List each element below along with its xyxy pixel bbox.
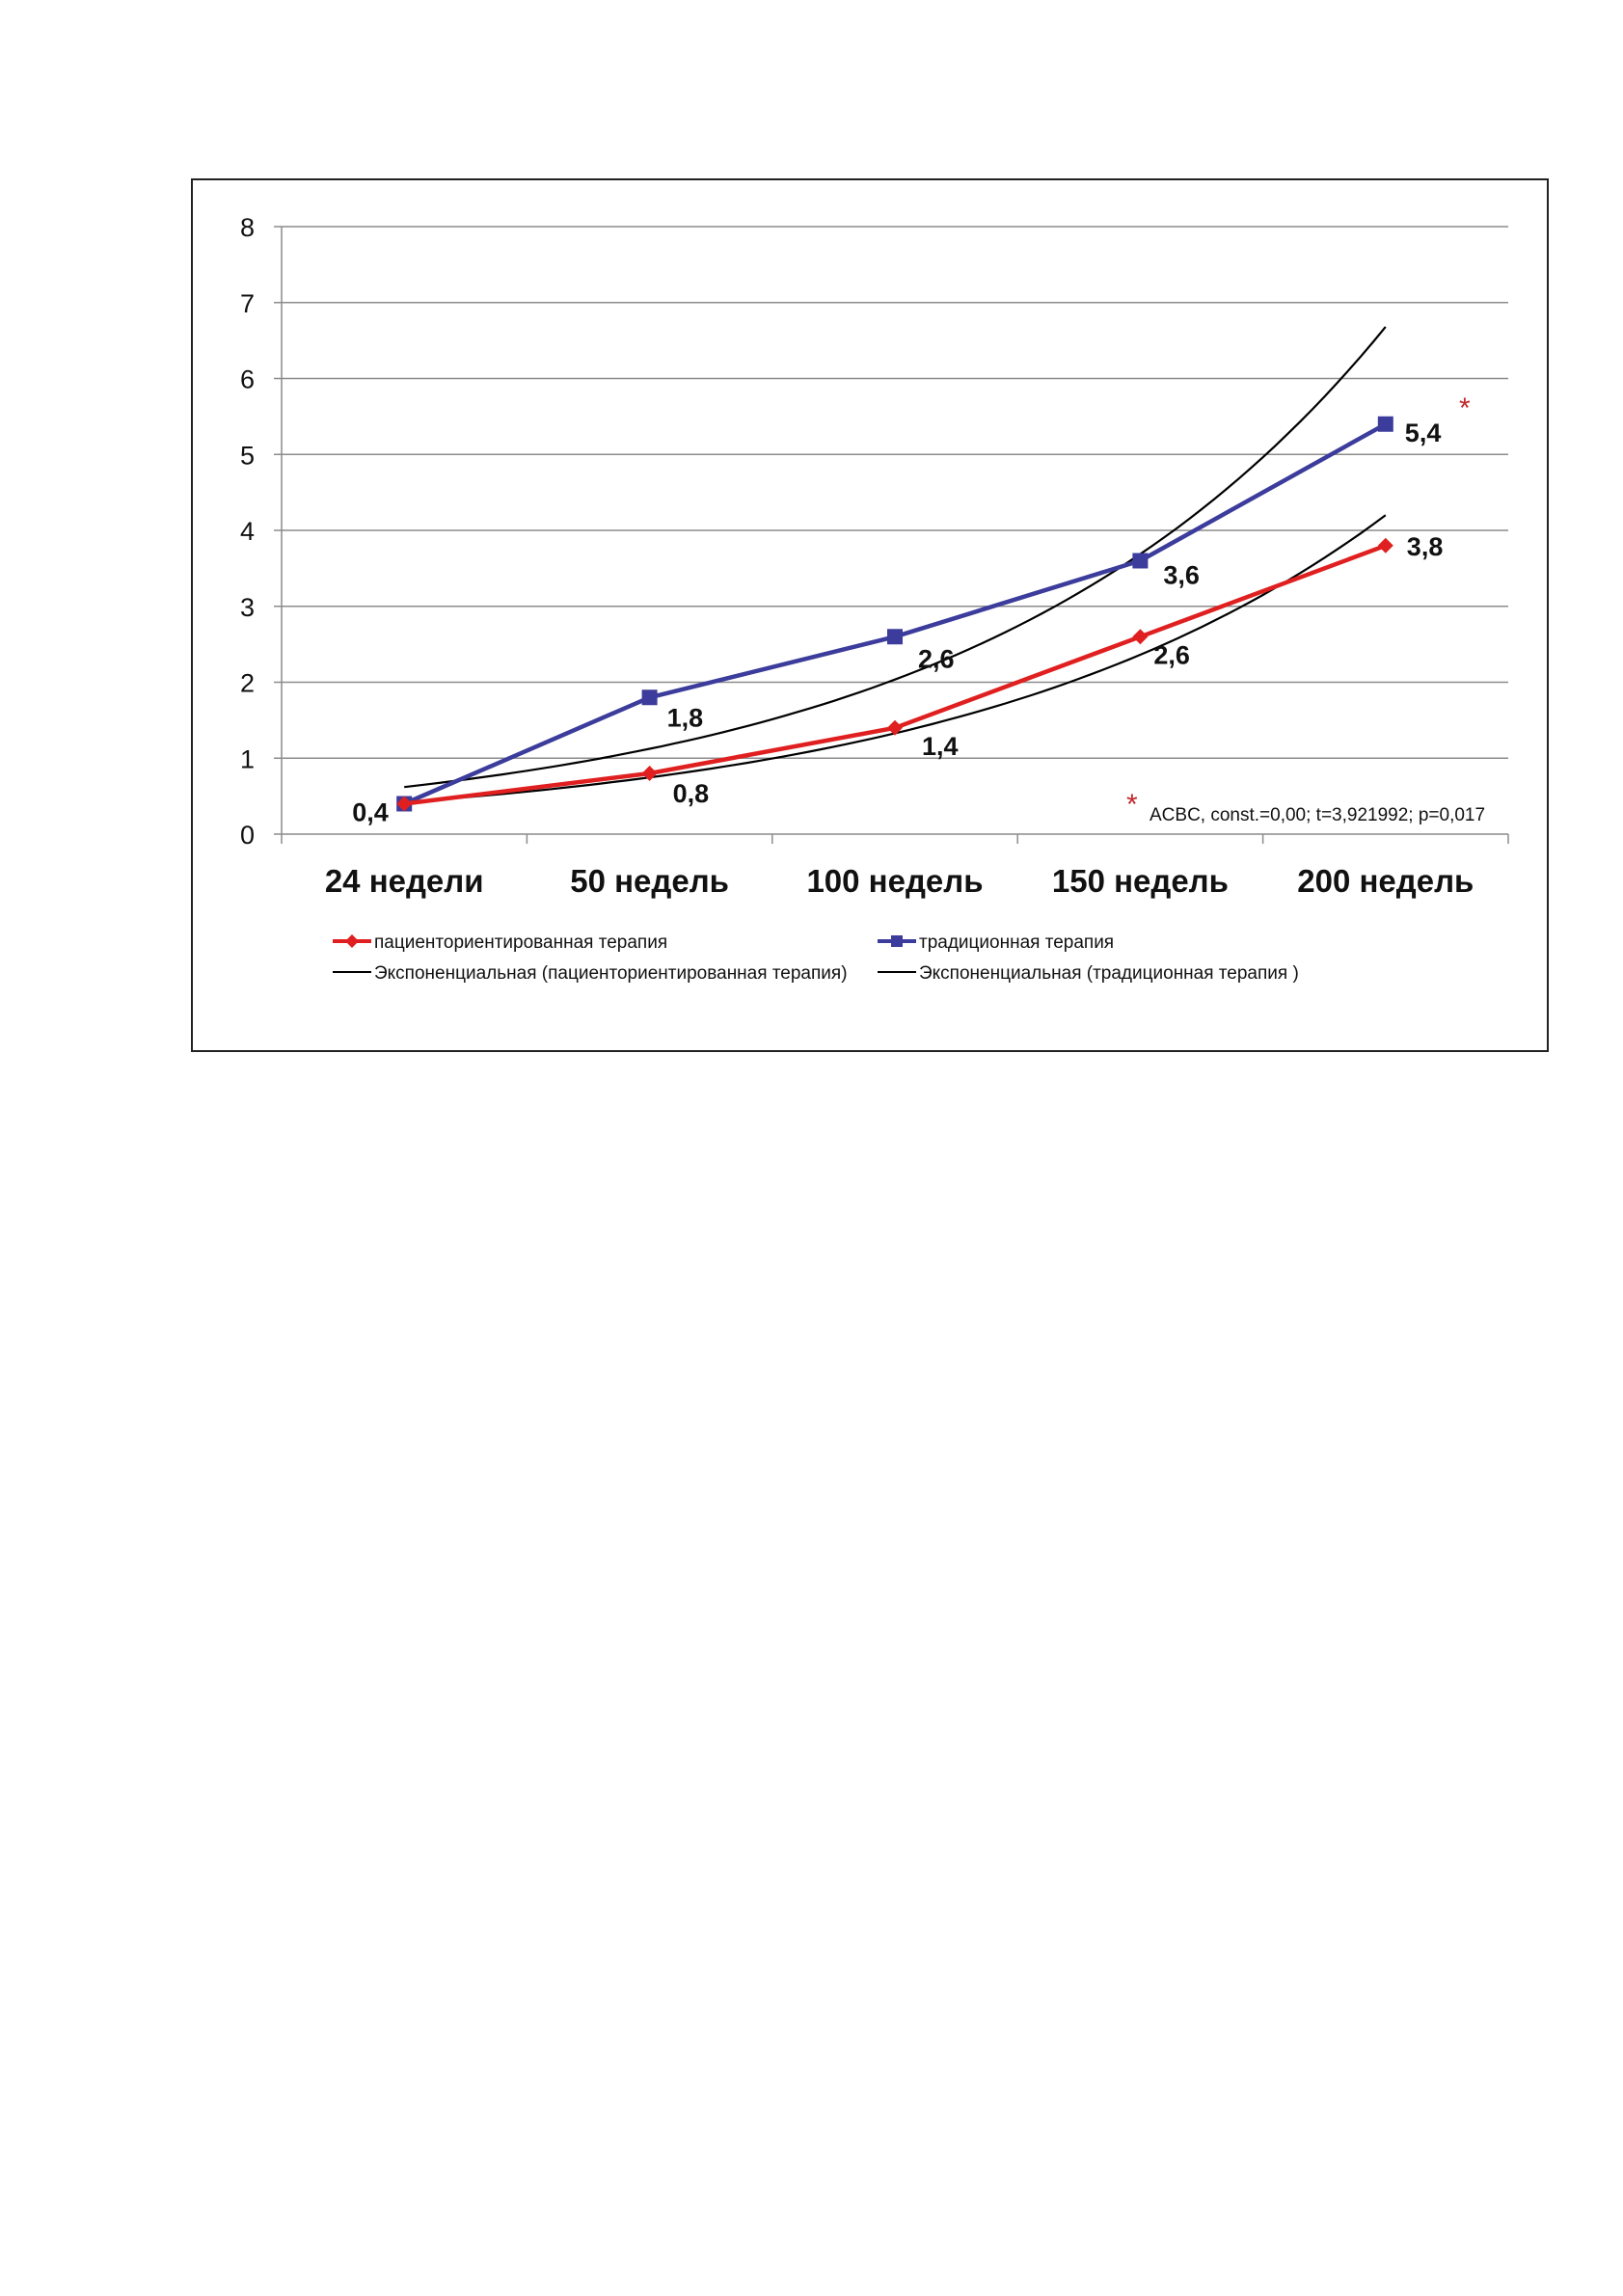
legend-item-traditional: традиционная терапия: [878, 932, 1114, 953]
data-label: 0,8: [673, 779, 710, 808]
data-point-diamond: [1132, 629, 1149, 645]
trendline-patient-oriented: [404, 514, 1387, 803]
data-point-diamond: [641, 766, 658, 781]
data-label: 2,6: [1153, 640, 1190, 669]
legend-label: Экспоненциальная (традиционная терапия ): [919, 963, 1299, 984]
data-point-square: [641, 689, 658, 706]
y-tick-label: 5: [240, 441, 255, 470]
chart-frame: 0 1 2 3 4 5 6 7 8 24 недели 50 недель 100 недель 150…: [191, 178, 1549, 1052]
y-tick-label: 3: [240, 593, 255, 622]
legend-label: пациенториентированная терапия: [374, 932, 667, 953]
data-label: 2,6: [918, 644, 955, 673]
legend-marker-square: [891, 935, 903, 947]
y-tick-label: 8: [240, 213, 255, 242]
series-line-patient-oriented: [403, 543, 1387, 806]
legend-item-trend-traditional: Экспоненциальная (традиционная терапия ): [878, 963, 1299, 984]
legend-label: традиционная терапия: [919, 932, 1114, 953]
legend: пациенториентированная терапия традицион…: [333, 932, 1299, 984]
x-tick-label: 200 недель: [1297, 863, 1474, 899]
series-lines: [396, 416, 1393, 812]
data-point-square: [1377, 416, 1393, 432]
legend-item-trend-patient-oriented: Экспоненциальная (пациенториентированная…: [333, 963, 848, 984]
line-chart: 0 1 2 3 4 5 6 7 8 24 недели 50 недель 100 недель 150…: [240, 213, 1509, 984]
data-point-diamond: [396, 796, 413, 812]
x-tick-label: 150 недель: [1052, 863, 1229, 899]
data-label: 0,4: [352, 798, 389, 827]
data-label: 5,4: [1405, 419, 1442, 447]
gridlines: [282, 226, 1508, 759]
legend-marker-diamond: [345, 934, 359, 948]
y-tick-label: 0: [240, 821, 255, 850]
series-line-traditional: [403, 421, 1387, 806]
data-point-square: [887, 629, 903, 645]
data-label: 1,8: [667, 703, 704, 732]
trendline-traditional: [404, 326, 1387, 789]
data-label: 3,8: [1407, 532, 1444, 561]
y-tick-label: 2: [240, 669, 255, 698]
legend-label: Экспоненциальная (пациенториентированная…: [374, 963, 848, 984]
x-tick-label: 24 недели: [325, 863, 484, 899]
x-tick-label: 100 недель: [806, 863, 983, 899]
x-tick-label: 50 недель: [570, 863, 729, 899]
data-label: 1,4: [922, 732, 959, 761]
significance-star: *: [1459, 392, 1471, 424]
y-tick-label: 7: [240, 289, 255, 318]
data-label: 3,6: [1163, 561, 1200, 590]
axes: 0 1 2 3 4 5 6 7 8 24 недели 50 недель 100 недель 150…: [240, 213, 1509, 899]
data-labels: 0,8 1,4 2,6 3,8 0,4 1,8 2,6 3,6 5,4: [352, 419, 1443, 827]
statistics-note: ACBC, const.=0,00; t=3,921992; p=0,017: [1150, 805, 1485, 825]
data-point-diamond: [887, 719, 903, 736]
y-tick-label: 4: [240, 517, 255, 546]
note-star: *: [1126, 789, 1138, 821]
data-point-diamond: [1377, 537, 1393, 554]
legend-item-patient-oriented: пациенториентированная терапия: [333, 932, 667, 953]
data-point-square: [1132, 553, 1149, 569]
y-tick-label: 1: [240, 744, 255, 773]
y-tick-label: 6: [240, 365, 255, 394]
